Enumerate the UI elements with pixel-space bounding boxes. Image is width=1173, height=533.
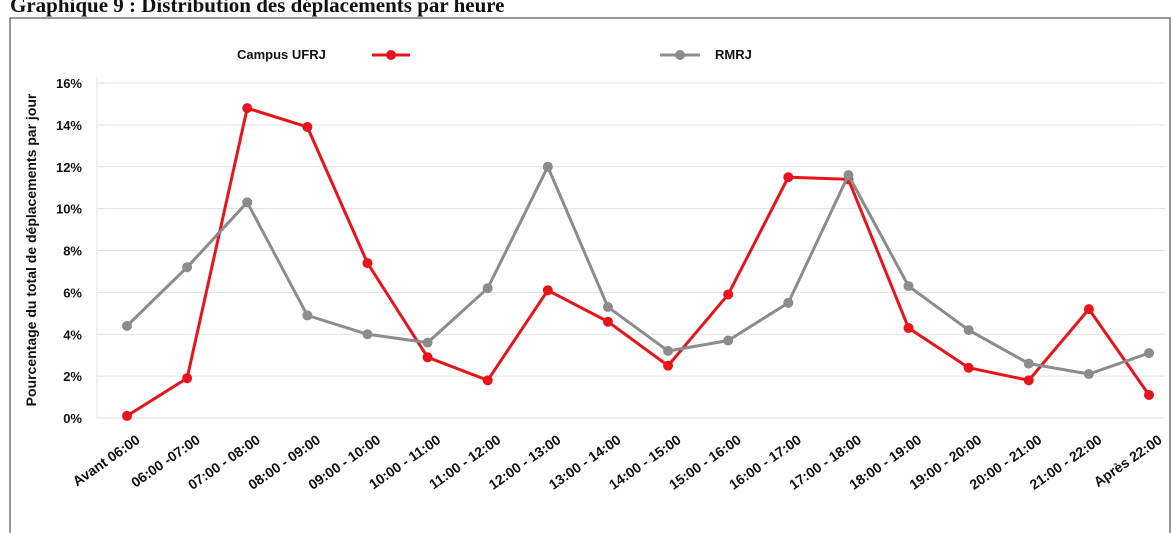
- x-tick-label: Après 22:00: [1091, 431, 1165, 490]
- y-tick-label: 10%: [56, 202, 82, 217]
- data-point: [783, 172, 794, 183]
- y-tick-label: 6%: [63, 285, 82, 300]
- data-point: [1144, 389, 1154, 400]
- data-point: [122, 320, 132, 331]
- data-point: [723, 335, 734, 346]
- data-point: [542, 161, 553, 172]
- data-point: [903, 281, 914, 292]
- y-tick-label: 12%: [56, 160, 82, 175]
- y-tick-label: 0%: [63, 411, 82, 426]
- data-point: [362, 329, 373, 340]
- data-point: [422, 337, 433, 348]
- chart-title: Graphique 9 : Distribution des déplaceme…: [10, 0, 505, 17]
- y-tick-label: 14%: [56, 118, 82, 133]
- series-line: [125, 163, 1150, 376]
- data-point: [602, 302, 613, 313]
- legend-marker: [675, 50, 685, 60]
- data-point: [422, 352, 433, 363]
- data-point: [602, 316, 613, 327]
- data-point: [242, 103, 253, 114]
- y-tick-label: 16%: [56, 76, 82, 91]
- data-point: [302, 310, 313, 321]
- data-point: [723, 289, 734, 300]
- legend-label: RMRJ: [715, 47, 752, 62]
- data-point: [1083, 369, 1094, 380]
- data-point: [302, 121, 313, 132]
- data-point: [122, 410, 132, 421]
- data-point: [1023, 375, 1034, 386]
- data-point: [482, 283, 493, 294]
- data-point: [1023, 358, 1034, 369]
- legend-marker: [386, 50, 396, 60]
- y-tick-label: 8%: [63, 244, 82, 259]
- data-point: [783, 297, 794, 308]
- chart-frame: [9, 17, 1171, 533]
- y-tick-label: 4%: [63, 327, 82, 342]
- data-point: [362, 258, 373, 269]
- data-point: [663, 360, 674, 371]
- data-point: [482, 375, 493, 386]
- data-point: [542, 285, 553, 296]
- data-point: [182, 262, 193, 273]
- legend-label: Campus UFRJ: [237, 47, 326, 62]
- data-point: [903, 322, 914, 333]
- data-point: [963, 362, 974, 373]
- data-point: [843, 170, 854, 181]
- data-point: [1144, 348, 1154, 359]
- y-tick-label: 2%: [63, 369, 82, 384]
- series-line: [126, 106, 1151, 418]
- data-point: [182, 373, 193, 384]
- data-point: [963, 325, 974, 336]
- data-point: [663, 346, 674, 356]
- data-point: [1083, 304, 1094, 315]
- data-point: [242, 197, 253, 208]
- y-axis-label: Pourcentage du total de déplacements par…: [23, 93, 39, 406]
